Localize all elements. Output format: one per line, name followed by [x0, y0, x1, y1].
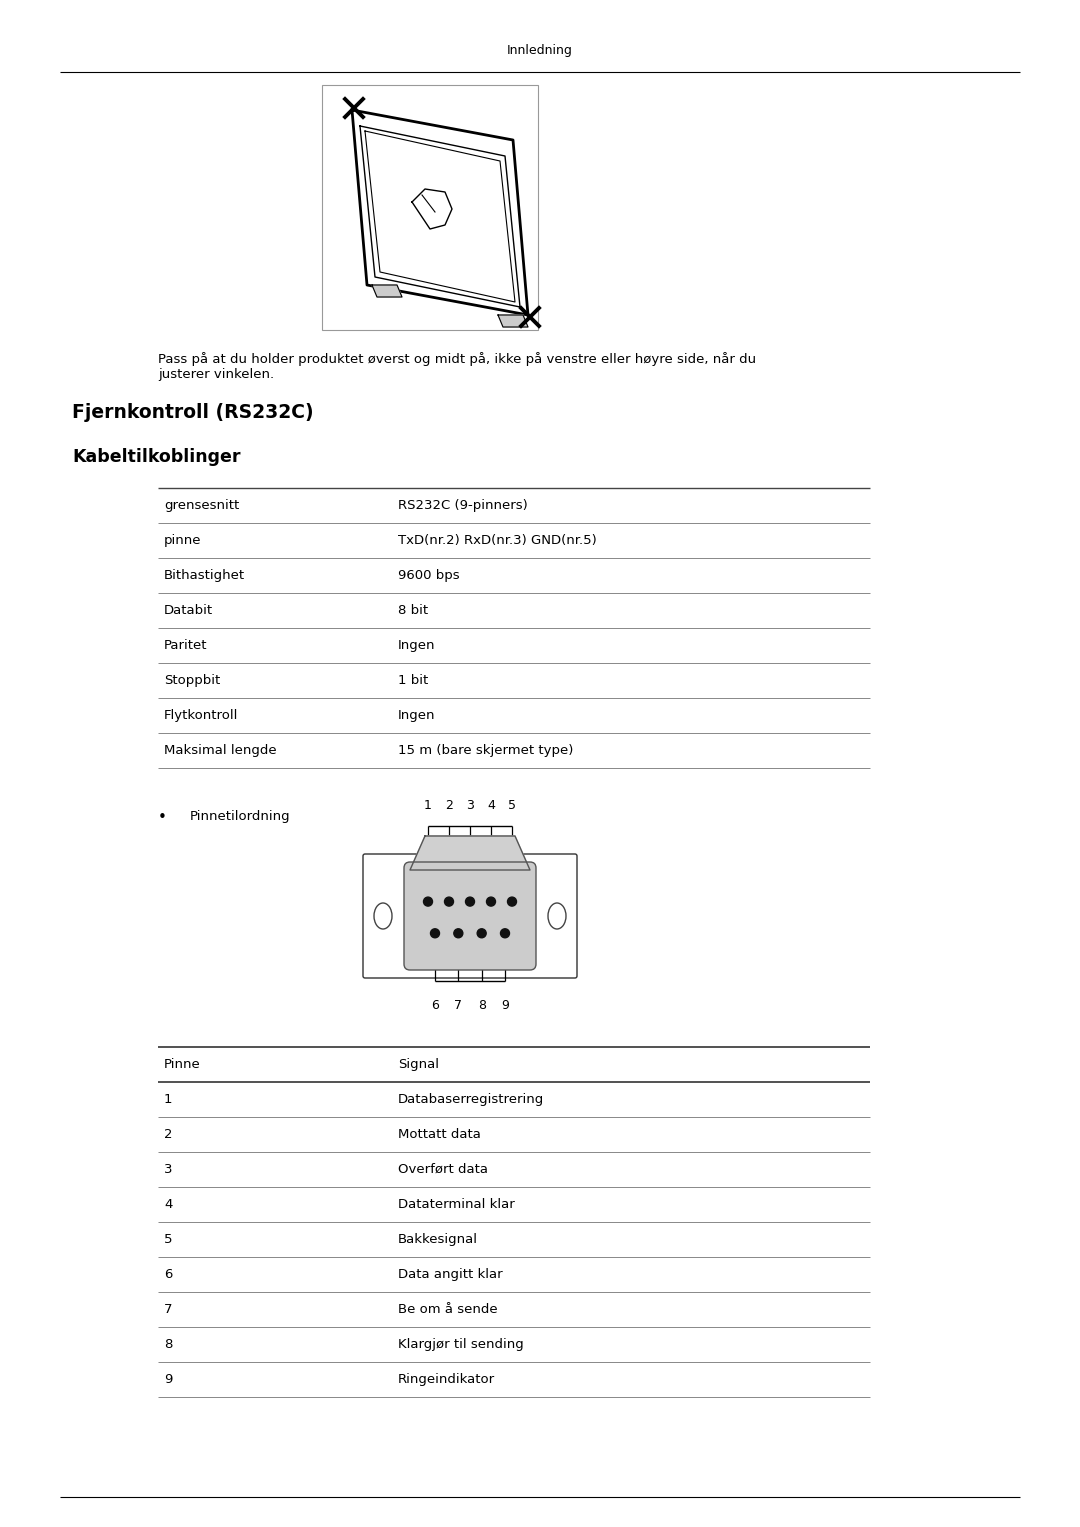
Text: 9: 9	[501, 999, 509, 1012]
Text: 1 bit: 1 bit	[399, 673, 429, 687]
Text: 6: 6	[164, 1267, 173, 1281]
Text: Bithastighet: Bithastighet	[164, 570, 245, 582]
Text: Data angitt klar: Data angitt klar	[399, 1267, 502, 1281]
Text: Paritet: Paritet	[164, 638, 207, 652]
Circle shape	[477, 928, 486, 938]
Text: 8 bit: 8 bit	[399, 605, 428, 617]
Text: 3: 3	[164, 1164, 173, 1176]
Text: Ringeindikator: Ringeindikator	[399, 1373, 495, 1387]
Polygon shape	[411, 189, 453, 229]
Polygon shape	[498, 315, 528, 327]
Ellipse shape	[374, 902, 392, 928]
Ellipse shape	[548, 902, 566, 928]
Circle shape	[423, 896, 432, 906]
Text: Signal: Signal	[399, 1058, 438, 1070]
Text: Pinnetilordning: Pinnetilordning	[190, 809, 291, 823]
Text: 15 m (bare skjermet type): 15 m (bare skjermet type)	[399, 744, 573, 757]
Text: •: •	[158, 809, 167, 825]
Polygon shape	[365, 131, 515, 302]
Text: Ingen: Ingen	[399, 709, 435, 722]
Text: 2: 2	[445, 799, 453, 812]
Text: 3: 3	[467, 799, 474, 812]
Text: 9: 9	[164, 1373, 173, 1387]
Text: 8: 8	[477, 999, 486, 1012]
Text: 7: 7	[164, 1303, 173, 1316]
Bar	[322, 86, 538, 330]
Text: Overført data: Overført data	[399, 1164, 488, 1176]
Text: Databaserregistrering: Databaserregistrering	[399, 1093, 544, 1106]
Text: 6: 6	[431, 999, 438, 1012]
Polygon shape	[352, 110, 528, 315]
Text: grensesnitt: grensesnitt	[164, 499, 240, 512]
Text: Bakkesignal: Bakkesignal	[399, 1232, 478, 1246]
Text: 4: 4	[487, 799, 495, 812]
Polygon shape	[372, 286, 402, 296]
Text: pinne: pinne	[164, 534, 202, 547]
Text: Databit: Databit	[164, 605, 213, 617]
Text: TxD(nr.2) RxD(nr.3) GND(nr.5): TxD(nr.2) RxD(nr.3) GND(nr.5)	[399, 534, 597, 547]
Text: Be om å sende: Be om å sende	[399, 1303, 498, 1316]
Circle shape	[431, 928, 440, 938]
Text: 5: 5	[164, 1232, 173, 1246]
Text: Pass på at du holder produktet øverst og midt på, ikke på venstre eller høyre si: Pass på at du holder produktet øverst og…	[158, 353, 756, 380]
Text: RS232C (9-pinners): RS232C (9-pinners)	[399, 499, 528, 512]
Text: Flytkontroll: Flytkontroll	[164, 709, 239, 722]
Text: 4: 4	[164, 1199, 173, 1211]
Text: Stoppbit: Stoppbit	[164, 673, 220, 687]
Text: 1: 1	[424, 799, 432, 812]
Text: Dataterminal klar: Dataterminal klar	[399, 1199, 515, 1211]
FancyBboxPatch shape	[404, 863, 536, 970]
Text: 5: 5	[508, 799, 516, 812]
Text: Ingen: Ingen	[399, 638, 435, 652]
Circle shape	[445, 896, 454, 906]
Text: 9600 bps: 9600 bps	[399, 570, 460, 582]
Text: Klargjør til sending: Klargjør til sending	[399, 1338, 524, 1351]
Text: Fjernkontroll (RS232C): Fjernkontroll (RS232C)	[72, 403, 313, 421]
Text: 2: 2	[164, 1128, 173, 1141]
Polygon shape	[410, 835, 530, 870]
Text: Innledning: Innledning	[508, 44, 572, 56]
Text: 7: 7	[455, 999, 462, 1012]
Circle shape	[508, 896, 516, 906]
Circle shape	[465, 896, 474, 906]
Text: Mottatt data: Mottatt data	[399, 1128, 481, 1141]
Circle shape	[486, 896, 496, 906]
Text: Kabeltilkoblinger: Kabeltilkoblinger	[72, 447, 241, 466]
Text: Maksimal lengde: Maksimal lengde	[164, 744, 276, 757]
Circle shape	[454, 928, 463, 938]
FancyBboxPatch shape	[363, 854, 577, 977]
Text: Pinne: Pinne	[164, 1058, 201, 1070]
Text: 8: 8	[164, 1338, 173, 1351]
Text: 1: 1	[164, 1093, 173, 1106]
Circle shape	[500, 928, 510, 938]
